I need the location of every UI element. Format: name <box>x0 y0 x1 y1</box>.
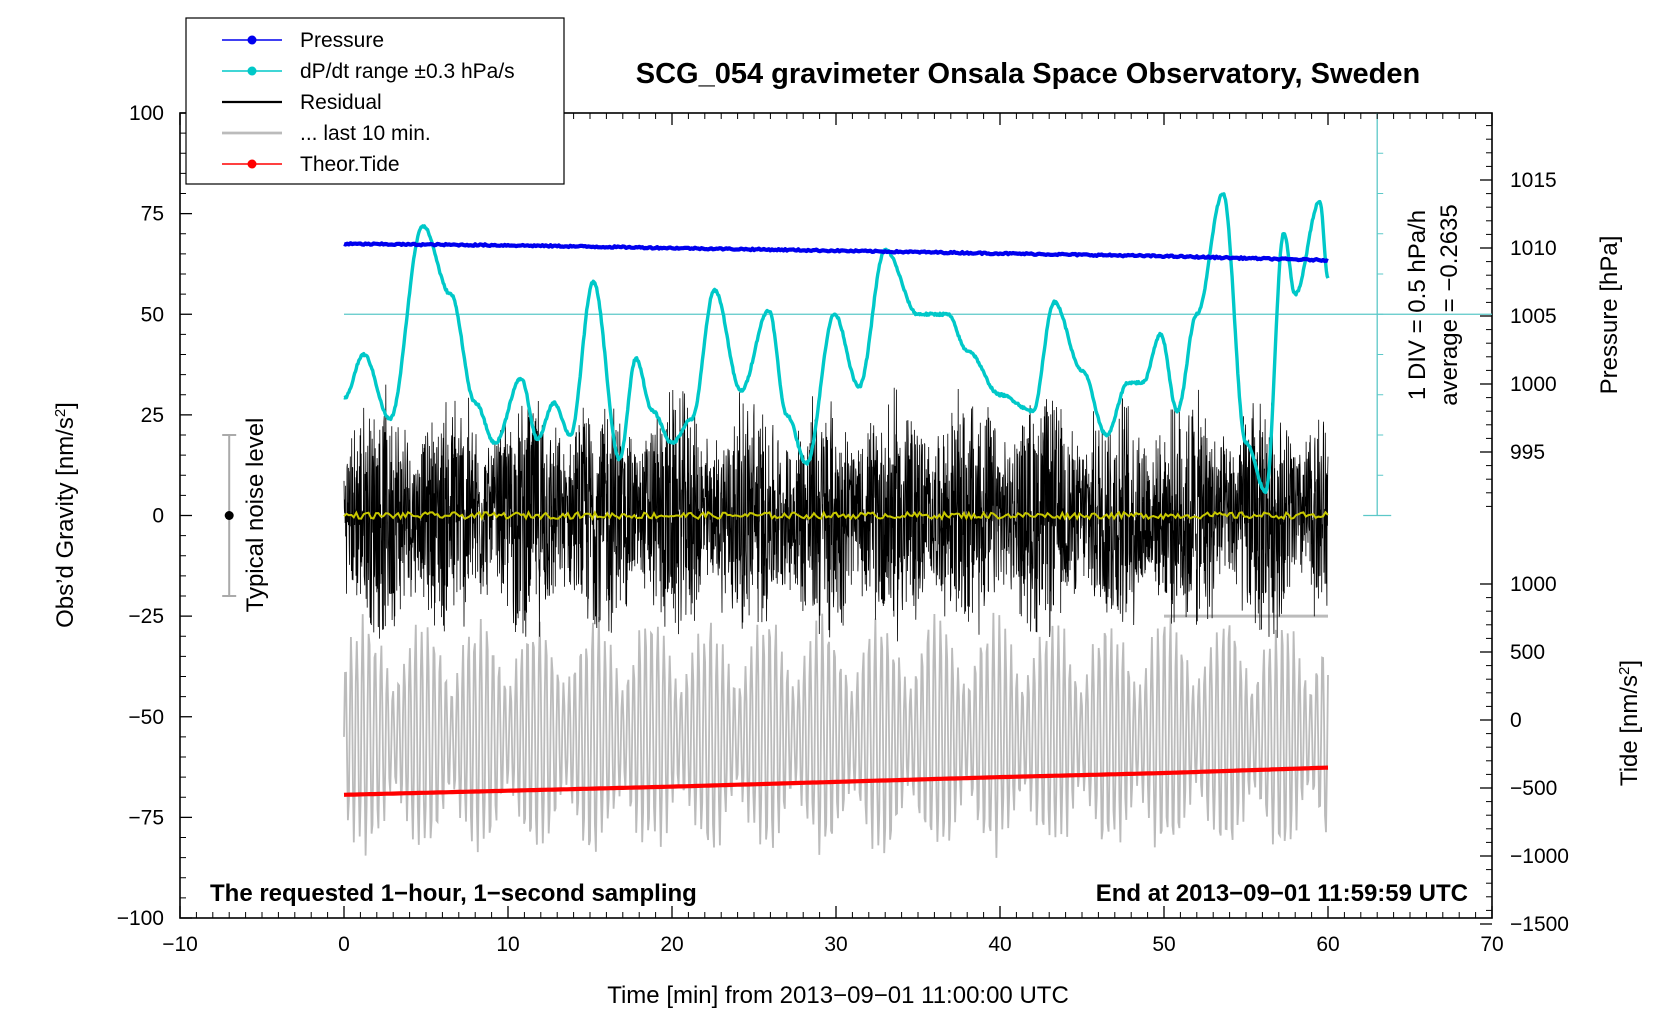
legend-label: Theor.Tide <box>300 153 400 176</box>
x-tick-label: −10 <box>162 933 198 956</box>
legend-marker <box>247 35 257 45</box>
noise-level-label: Typical noise level <box>242 418 269 613</box>
y-tick-label: −50 <box>128 706 164 729</box>
y-tick-label: 25 <box>141 404 164 427</box>
legend-label: Residual <box>300 91 382 114</box>
y-axis-label-gravity: Obs’d Gravity [nm/s2] <box>52 402 80 628</box>
y-tick-label: 100 <box>129 102 164 125</box>
legend-marker <box>247 159 257 169</box>
x-axis-label: Time [min] from 2013−09−01 11:00:00 UTC <box>607 982 1069 1009</box>
x-tick-label: 50 <box>1152 933 1175 956</box>
series-dpdt <box>343 192 1330 494</box>
y-tick-label: 0 <box>152 505 164 528</box>
tide-tick-label: 1000 <box>1510 573 1557 596</box>
tide-tick-label: −1000 <box>1510 845 1569 868</box>
y-tick-label: −25 <box>128 605 164 628</box>
series-last-10-min <box>343 612 1329 858</box>
pressure-tick-label: 1005 <box>1510 305 1557 328</box>
data-layer <box>343 113 1492 858</box>
legend-label: ... last 10 min. <box>300 122 431 145</box>
y-tick-label: 50 <box>141 303 164 326</box>
legend-label: dP/dt range ±0.3 hPa/s <box>300 60 515 83</box>
series-pressure <box>343 241 1329 264</box>
x-tick-label: 70 <box>1480 933 1503 956</box>
y-tick-label: −75 <box>128 806 164 829</box>
footer-left-note: The requested 1−hour, 1−second sampling <box>210 880 697 907</box>
y-axis-label-pressure: Pressure [hPa] <box>1596 236 1623 395</box>
x-tick-label: 40 <box>988 933 1011 956</box>
noise-bar-center <box>224 511 234 520</box>
footer-right-note: End at 2013−09−01 11:59:59 UTC <box>1096 880 1468 907</box>
y-tick-label: −100 <box>117 907 164 930</box>
y-axis-label-tide: Tide [nm/s2] <box>1616 660 1644 786</box>
series-residual <box>343 384 1329 642</box>
legend-label: Pressure <box>300 29 384 52</box>
x-tick-label: 20 <box>660 933 683 956</box>
legend-marker <box>247 66 257 76</box>
y-tick-label: 75 <box>141 203 164 226</box>
pressure-tick-label: 1015 <box>1510 169 1557 192</box>
x-tick-label: 0 <box>338 933 350 956</box>
pressure-tick-label: 1000 <box>1510 373 1557 396</box>
tide-tick-label: −500 <box>1510 777 1557 800</box>
x-tick-label: 30 <box>824 933 847 956</box>
series-theor-tide <box>343 765 1329 797</box>
tide-tick-label: 500 <box>1510 641 1545 664</box>
dpdt-scale-label: 1 DIV = 0.5 hPa/h <box>1404 210 1431 400</box>
chart-title: SCG_054 gravimeter Onsala Space Observat… <box>636 58 1420 90</box>
pressure-tick-label: 1010 <box>1510 237 1557 260</box>
series-residual-mean <box>343 509 1329 521</box>
pressure-tick-label: 995 <box>1510 441 1545 464</box>
axes-layer: −10 0 10 20 30 40 50 60 701007550250−25−50−75−10… <box>117 102 1569 956</box>
x-tick-label: 60 <box>1316 933 1339 956</box>
legend: Pressure dP/dt range ±0.3 hPa/s Residual..… <box>185 17 565 185</box>
x-tick-label: 10 <box>496 933 519 956</box>
tide-tick-label: 0 <box>1510 709 1522 732</box>
dpdt-average-label: average = −0.2635 <box>1436 204 1463 406</box>
tide-tick-label: −1500 <box>1510 913 1569 936</box>
